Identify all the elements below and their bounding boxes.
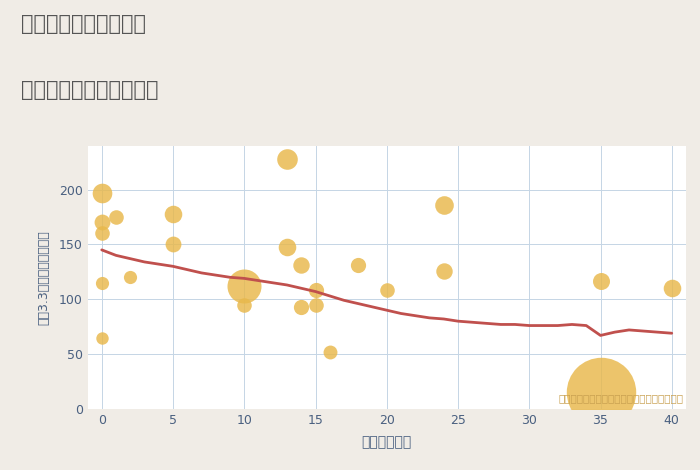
Point <box>96 219 107 226</box>
Point <box>295 261 307 269</box>
Point <box>438 267 449 274</box>
Point <box>310 301 321 308</box>
Point <box>353 261 364 269</box>
Point <box>111 213 122 221</box>
Point <box>310 287 321 294</box>
Point <box>595 277 606 284</box>
Point <box>96 334 107 341</box>
Y-axis label: 坪（3.3㎡）単価（万円）: 坪（3.3㎡）単価（万円） <box>37 230 50 325</box>
Point <box>239 301 250 308</box>
X-axis label: 築年数（年）: 築年数（年） <box>362 435 412 449</box>
Point <box>96 230 107 237</box>
Point <box>324 348 335 356</box>
Point <box>281 155 293 163</box>
Text: 円の大きさは、取引のあった物件面積を示す: 円の大きさは、取引のあった物件面積を示す <box>558 394 683 404</box>
Text: 兵庫県西宮市熊野町の: 兵庫県西宮市熊野町の <box>21 14 146 34</box>
Point <box>239 282 250 290</box>
Point <box>666 284 678 292</box>
Text: 築年数別中古戸建て価格: 築年数別中古戸建て価格 <box>21 80 158 100</box>
Point <box>295 303 307 311</box>
Point <box>96 279 107 287</box>
Point <box>381 287 392 294</box>
Point <box>595 389 606 396</box>
Point <box>96 189 107 196</box>
Point <box>125 274 136 281</box>
Point <box>281 243 293 251</box>
Point <box>438 201 449 209</box>
Point <box>167 241 178 248</box>
Point <box>167 210 178 218</box>
